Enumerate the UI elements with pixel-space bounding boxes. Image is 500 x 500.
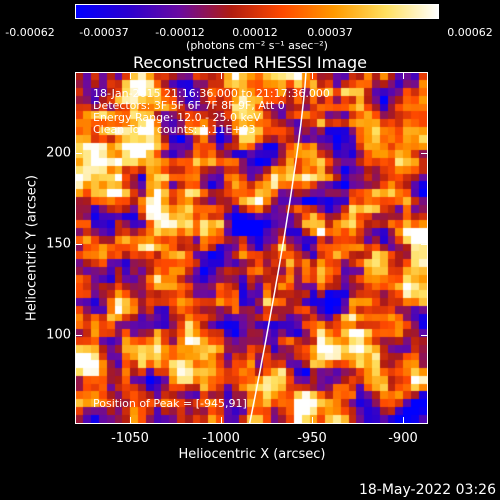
y-tick-label: 100 xyxy=(46,327,71,343)
axis-tick-mark xyxy=(403,73,404,79)
plot-area: 18-Jan-2015 21:16:36.000 to 21:17:36.000… xyxy=(75,72,428,424)
axis-tick-mark xyxy=(312,417,313,423)
y-tick-label: 200 xyxy=(46,145,71,161)
colorbar xyxy=(75,4,439,19)
axis-tick-mark xyxy=(76,335,82,336)
axis-tick-mark xyxy=(221,73,222,79)
info-energy: Energy Range: 12.0 - 25.0 keV xyxy=(93,111,261,124)
info-peak: Position of Peak = [-945,91] xyxy=(93,397,247,410)
colorbar-tick: 0.00037 xyxy=(307,26,353,39)
axis-tick-mark xyxy=(421,153,427,154)
x-tick-label: -1050 xyxy=(111,431,149,446)
axis-tick-mark xyxy=(130,73,131,79)
info-clean: Clean Total counts: 1.11E+03 xyxy=(93,123,256,136)
colorbar-tick: -0.00037 xyxy=(79,26,129,39)
x-tick-label: -950 xyxy=(297,431,327,446)
y-axis-label: Heliocentric Y (arcsec) xyxy=(24,175,40,321)
info-time-range: 18-Jan-2015 21:16:36.000 to 21:17:36.000 xyxy=(93,87,330,100)
footer-date: 18-May-2022 03:26 xyxy=(358,482,496,498)
plot-title: Reconstructed RHESSI Image xyxy=(133,53,367,72)
axis-tick-mark xyxy=(421,335,427,336)
x-axis-label: Heliocentric X (arcsec) xyxy=(178,447,326,462)
info-detectors: Detectors: 3F 5F 6F 7F 8F 9F, Att 0 xyxy=(93,99,285,112)
axis-tick-mark xyxy=(403,417,404,423)
solar-limb-line xyxy=(248,73,307,423)
colorbar-units: (photons cm⁻² s⁻¹ asec⁻²) xyxy=(186,39,328,52)
axis-tick-mark xyxy=(130,417,131,423)
colorbar-tick: 0.00012 xyxy=(232,26,278,39)
colorbar-tick: -0.00012 xyxy=(155,26,205,39)
axis-tick-mark xyxy=(76,153,82,154)
axis-tick-mark xyxy=(312,73,313,79)
axis-tick-mark xyxy=(221,417,222,423)
colorbar-tick: 0.00062 xyxy=(447,26,493,39)
x-tick-label: -1000 xyxy=(202,431,240,446)
axis-tick-mark xyxy=(76,244,82,245)
colorbar-tick: -0.00062 xyxy=(5,26,55,39)
axis-tick-mark xyxy=(421,244,427,245)
y-tick-label: 150 xyxy=(46,236,71,252)
limb-overlay xyxy=(248,73,307,423)
heatmap-image xyxy=(76,73,427,423)
x-tick-label: -900 xyxy=(388,431,418,446)
